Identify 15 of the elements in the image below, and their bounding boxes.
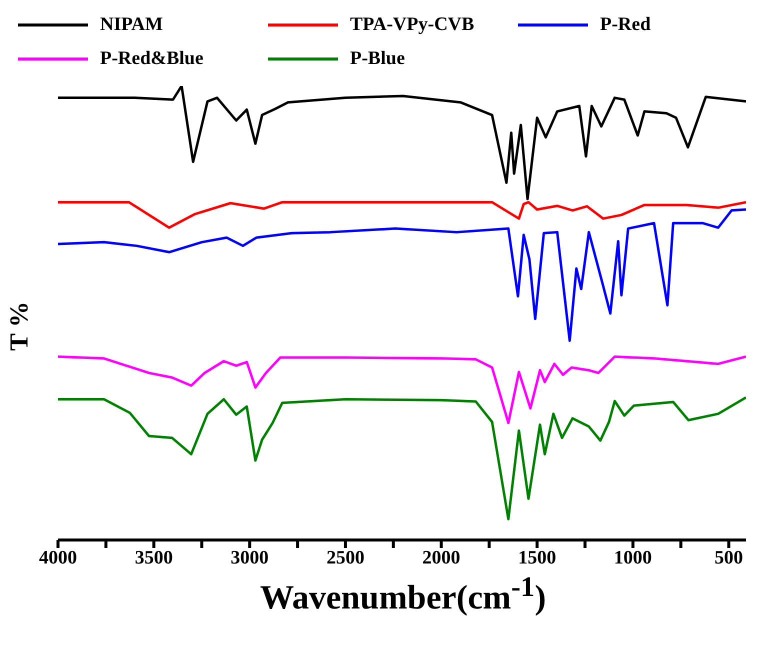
- x-tick-label: 2000: [422, 547, 460, 568]
- legend-label: P-Red: [600, 14, 651, 36]
- x-axis-title: Wavenumber(cm$^{-1}$): [258, 572, 548, 618]
- legend-label: P-Red&Blue: [100, 48, 204, 70]
- y-axis-title: T %: [5, 301, 35, 351]
- legend-label: TPA-VPy-CVB: [350, 14, 474, 36]
- legend-label: NIPAM: [100, 14, 163, 36]
- x-tick-label: 4000: [39, 547, 77, 568]
- x-tick-label: 500: [714, 547, 743, 568]
- x-tick-label: 1000: [614, 547, 652, 568]
- x-tick-label: 3000: [230, 547, 269, 568]
- x-tick-label: 2500: [326, 547, 364, 568]
- x-tick-label: 1500: [518, 547, 556, 568]
- x-tick-label: 3500: [134, 547, 173, 568]
- legend-label: P-Blue: [350, 48, 405, 70]
